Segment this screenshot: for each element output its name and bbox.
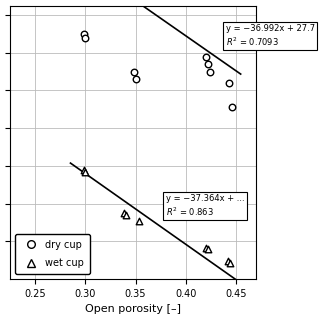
X-axis label: Open porosity [–]: Open porosity [–] [85, 304, 181, 315]
Point [133, 76, 138, 82]
Point [136, 218, 141, 223]
Point [123, 212, 128, 218]
Point [205, 61, 210, 67]
Point [83, 169, 88, 174]
Point [203, 54, 208, 59]
Text: y = −37.364x + ...
$R^{2}$ = 0.863: y = −37.364x + ... $R^{2}$ = 0.863 [165, 194, 244, 218]
Point [227, 260, 232, 266]
Point [229, 105, 234, 110]
Point [225, 259, 230, 264]
Point [83, 35, 88, 40]
Point [82, 31, 87, 36]
Point [121, 211, 126, 216]
Text: y = −36.992x + 27.7
$R^{2}$ = 0.7093: y = −36.992x + 27.7 $R^{2}$ = 0.7093 [226, 24, 315, 48]
Point [226, 80, 231, 85]
Point [205, 246, 210, 252]
Point [82, 167, 87, 172]
Point [131, 69, 136, 74]
Point [207, 69, 212, 74]
Legend: dry cup, wet cup: dry cup, wet cup [15, 234, 90, 274]
Point [203, 245, 208, 251]
